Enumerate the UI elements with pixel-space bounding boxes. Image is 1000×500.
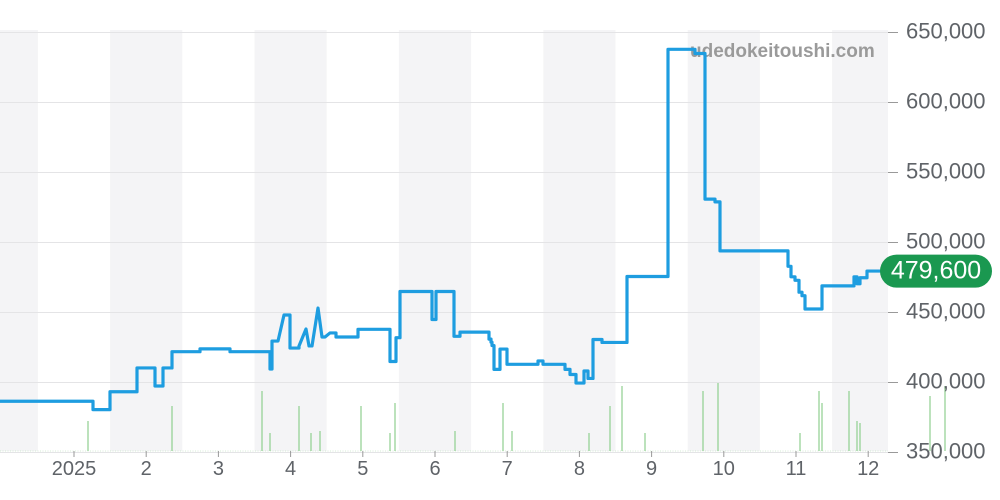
svg-text:550,000: 550,000	[906, 159, 986, 184]
svg-text:2025: 2025	[52, 458, 97, 480]
svg-text:450,000: 450,000	[906, 299, 986, 324]
svg-text:6: 6	[429, 458, 440, 480]
svg-text:5: 5	[357, 458, 368, 480]
svg-text:650,000: 650,000	[906, 19, 986, 44]
svg-text:9: 9	[646, 458, 657, 480]
svg-text:2: 2	[141, 458, 152, 480]
svg-text:350,000: 350,000	[906, 439, 986, 464]
svg-text:12: 12	[857, 458, 879, 480]
svg-text:400,000: 400,000	[906, 369, 986, 394]
svg-text:10: 10	[713, 458, 735, 480]
svg-text:4: 4	[285, 458, 296, 480]
svg-text:11: 11	[786, 458, 807, 480]
svg-text:479,600: 479,600	[891, 257, 981, 285]
svg-text:3: 3	[213, 458, 224, 480]
svg-text:500,000: 500,000	[906, 229, 986, 254]
svg-text:udedokeitoushi.com: udedokeitoushi.com	[690, 41, 875, 62]
svg-text:8: 8	[574, 458, 585, 480]
svg-text:600,000: 600,000	[906, 89, 986, 114]
svg-text:7: 7	[502, 458, 513, 480]
